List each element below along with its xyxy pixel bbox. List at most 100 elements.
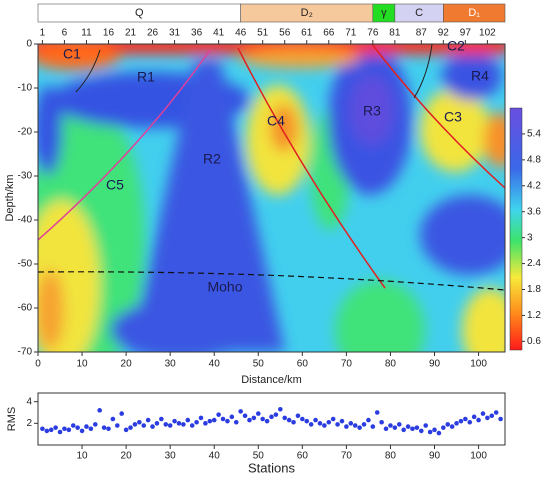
rms-point [119,411,125,416]
y-axis-label: RMS [6,407,18,431]
rms-point [238,409,243,414]
rms-point [300,416,305,422]
rms-point [220,416,226,422]
colorbar-label: 3 [527,232,533,243]
region-label: R2 [203,151,221,167]
rms-point [357,425,362,430]
rms-point [418,428,424,434]
rms-point [181,422,186,427]
x-tick-label: 100 [470,359,487,370]
rms-point [128,425,133,430]
rms-point [476,417,481,423]
rms-point [40,426,45,432]
rms-point [432,427,437,433]
rms-point [101,425,107,430]
rms-point [75,425,80,430]
station-label: 61 [301,28,313,39]
x-tick-label: 60 [297,359,309,370]
rms-point [463,416,468,422]
rms-point [436,430,442,436]
colorbar-label: 4.2 [527,180,541,191]
y-tick-label: -30 [18,171,33,182]
resistivity-field [38,44,505,352]
rms-point [489,413,495,419]
rms-point [84,424,89,429]
x-tick-label: 30 [165,359,177,370]
plot-frame [37,43,506,353]
rms-point [260,416,265,422]
rms-point [255,411,261,416]
rms-point [216,412,221,417]
x-tick-label: 90 [429,451,441,462]
rms-point [445,422,451,427]
x-tick-label: 80 [385,359,397,370]
unit-label: D₁ [468,7,480,19]
rms-point [480,411,486,416]
rms-point [150,424,155,429]
unit-label: γ [381,7,387,19]
station-label: 87 [416,28,428,39]
station-label: 1 [40,28,46,39]
y-tick-label: 4 [26,396,32,407]
rms-point [163,422,169,427]
rms-point [379,419,384,425]
rms-point [159,416,164,422]
rms-point [282,415,288,421]
rms-point [441,425,446,430]
rms-point [454,421,459,426]
rms-point [370,424,376,429]
station-label: 16 [103,28,115,39]
rms-point [410,426,415,432]
region-label: R3 [363,103,381,119]
x-tick-label: 70 [341,359,353,370]
x-axis-label: Distance/km [241,374,302,386]
rms-point [374,410,380,415]
rms-point [366,417,371,423]
rms-point [361,422,367,427]
x-tick-label: 20 [121,359,133,370]
rms-point [194,419,199,425]
rms-point [286,417,292,423]
region-label: C2 [447,38,465,54]
x-tick-label: 90 [429,359,441,370]
unit-label: D₂ [301,7,313,19]
x-tick-label: 70 [341,451,353,462]
station-label: 102 [479,28,496,39]
rms-point [322,423,327,428]
rms-point [154,421,160,426]
y-tick-label: -50 [18,259,33,270]
rms-point [211,417,217,423]
y-tick-label: -70 [18,347,33,358]
colorbar-label: 2.4 [527,258,541,269]
rms-point [172,418,177,424]
x-tick-label: 100 [470,451,487,462]
y-tick-label: -10 [18,83,33,94]
rms-point [278,406,283,412]
rms-point [308,422,314,427]
rms-point [339,418,345,424]
rms-point [70,423,76,428]
rms-point [233,419,239,425]
rms-point [383,426,389,432]
rms-point [352,423,358,428]
rms-point [467,419,473,425]
rms-point [388,423,393,428]
rms-point [269,414,274,420]
rms-point [203,421,208,426]
rms-point [53,425,58,430]
rms-point [79,428,85,434]
rms-point [273,412,279,417]
station-label: 76 [367,28,379,39]
rms-point [458,418,464,424]
station-label: 66 [323,28,335,39]
x-axis-label: Stations [248,460,295,474]
geologic-unit [443,3,506,23]
colorbar-label: 5.4 [527,129,541,140]
rms-point [493,410,499,415]
region-label: C1 [63,46,81,62]
station-label: 97 [460,28,472,39]
station-label: 11 [81,28,92,39]
rms-point [176,421,182,426]
station-label: 41 [213,28,225,39]
